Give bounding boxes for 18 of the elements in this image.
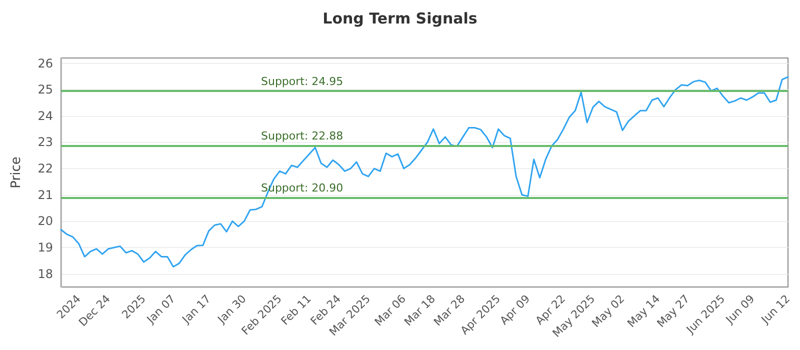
ref-line-label: Support: 24.95 xyxy=(261,74,344,88)
y-axis-title: Price xyxy=(9,156,24,188)
line-series xyxy=(60,76,789,268)
y-tick-label: 25 xyxy=(38,82,53,97)
x-tick-label: Jun 09 xyxy=(722,292,758,327)
x-tick-label: Jun 12 xyxy=(758,292,793,327)
y-tick-label: 21 xyxy=(38,188,53,202)
chart-title: Long Term Signals xyxy=(322,10,478,28)
ref-line-label: Support: 22.88 xyxy=(261,129,344,142)
y-tick-label: 24 xyxy=(38,108,53,123)
y-tick-label: 20 xyxy=(38,214,53,228)
x-tick-label: Jan 07 xyxy=(144,292,178,327)
y-tick-label: 22 xyxy=(38,162,53,176)
y-tick-label: 19 xyxy=(38,240,53,255)
y-tick-label: 23 xyxy=(38,135,53,150)
x-tick-label: Jan 17 xyxy=(179,292,214,327)
y-tick-label: 26 xyxy=(38,56,53,70)
y-tick-label: 18 xyxy=(38,266,53,281)
